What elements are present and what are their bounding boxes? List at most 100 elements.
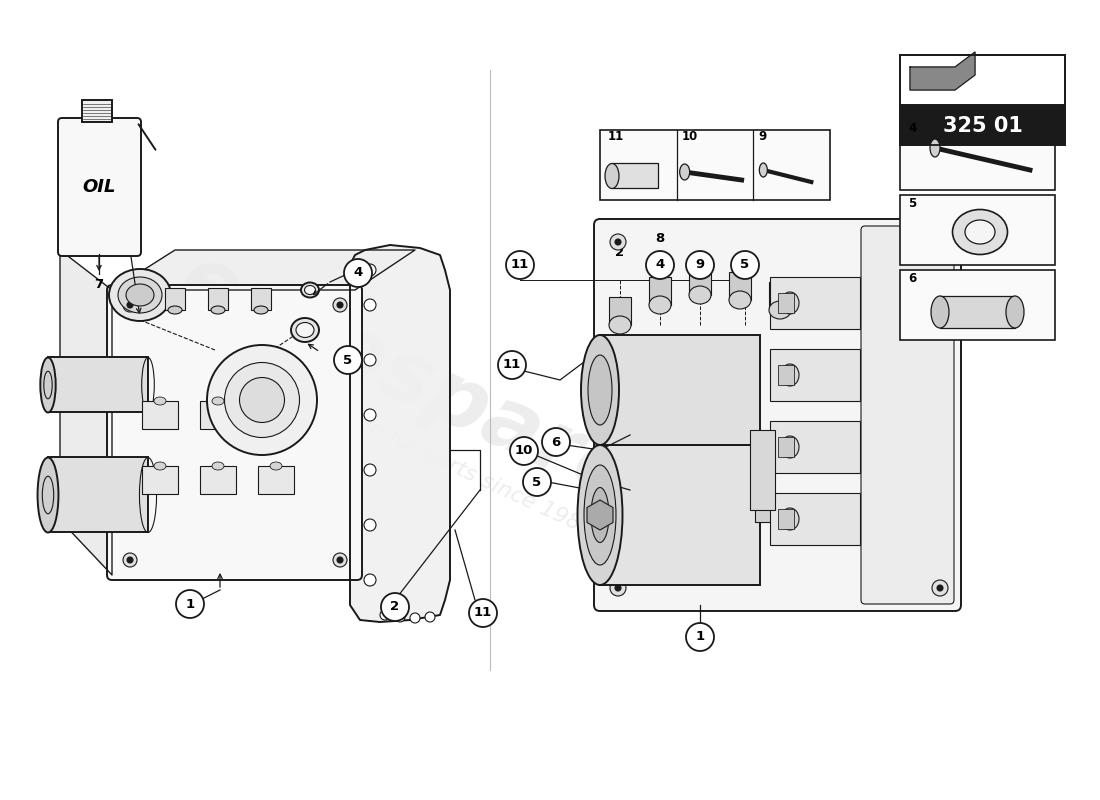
Bar: [142, 401, 178, 429]
Text: 10: 10: [515, 445, 534, 458]
Bar: [258, 401, 294, 429]
Bar: [769, 282, 791, 310]
Circle shape: [334, 346, 362, 374]
Bar: [600, 130, 830, 200]
Bar: [649, 277, 671, 305]
Bar: [612, 163, 658, 188]
Text: 3: 3: [116, 215, 124, 229]
Bar: [900, 55, 1065, 105]
Ellipse shape: [781, 292, 799, 314]
Bar: [770, 277, 860, 329]
Ellipse shape: [581, 335, 619, 445]
Bar: [900, 55, 1065, 145]
Circle shape: [126, 557, 133, 563]
Text: 325 01: 325 01: [943, 116, 1022, 136]
Ellipse shape: [41, 358, 56, 413]
Ellipse shape: [109, 269, 170, 321]
Circle shape: [364, 464, 376, 476]
Text: 1: 1: [695, 630, 705, 643]
Circle shape: [542, 428, 570, 456]
Ellipse shape: [168, 306, 182, 314]
Bar: [200, 401, 236, 429]
Circle shape: [425, 612, 435, 622]
Circle shape: [123, 553, 138, 567]
Circle shape: [364, 574, 376, 586]
Bar: [900, 105, 1065, 145]
Text: 11: 11: [510, 258, 529, 271]
Bar: [48, 357, 148, 412]
Bar: [609, 297, 631, 325]
Circle shape: [610, 580, 626, 596]
Ellipse shape: [649, 296, 671, 314]
Text: 6: 6: [551, 435, 561, 449]
Text: 7: 7: [95, 278, 103, 290]
FancyBboxPatch shape: [58, 118, 141, 256]
Bar: [200, 466, 236, 494]
Ellipse shape: [578, 445, 623, 585]
Text: OIL: OIL: [82, 178, 116, 196]
Circle shape: [510, 437, 538, 465]
Text: 4: 4: [353, 266, 363, 279]
Text: 5: 5: [532, 475, 541, 489]
Ellipse shape: [292, 318, 319, 342]
Circle shape: [126, 302, 133, 308]
Ellipse shape: [154, 397, 166, 405]
Ellipse shape: [212, 397, 224, 405]
Ellipse shape: [1006, 296, 1024, 328]
FancyBboxPatch shape: [861, 226, 954, 604]
Ellipse shape: [759, 163, 768, 177]
Text: 2: 2: [615, 246, 625, 258]
Bar: [940, 296, 1015, 328]
Circle shape: [937, 585, 943, 591]
Text: 9: 9: [758, 130, 767, 143]
Bar: [142, 466, 178, 494]
Bar: [258, 466, 294, 494]
Ellipse shape: [584, 465, 616, 565]
Circle shape: [344, 259, 372, 287]
Circle shape: [498, 351, 526, 379]
Bar: [778, 365, 794, 385]
Ellipse shape: [212, 462, 224, 470]
Text: 11: 11: [503, 358, 521, 371]
Text: 5: 5: [343, 354, 353, 366]
Ellipse shape: [680, 164, 690, 180]
Bar: [900, 195, 1055, 265]
Ellipse shape: [118, 277, 162, 313]
Ellipse shape: [240, 378, 285, 422]
Bar: [208, 288, 228, 310]
Bar: [770, 349, 860, 401]
Polygon shape: [910, 52, 975, 90]
Ellipse shape: [689, 286, 711, 304]
Polygon shape: [60, 250, 112, 575]
Text: 11: 11: [474, 606, 492, 619]
Circle shape: [333, 553, 346, 567]
FancyBboxPatch shape: [107, 285, 362, 580]
Ellipse shape: [305, 286, 316, 294]
FancyArrowPatch shape: [139, 124, 155, 150]
Ellipse shape: [931, 296, 949, 328]
Bar: [750, 430, 776, 510]
Text: 10: 10: [682, 130, 697, 143]
Circle shape: [337, 302, 343, 308]
Text: 2: 2: [390, 601, 399, 614]
Circle shape: [410, 613, 420, 623]
Ellipse shape: [37, 458, 58, 533]
Circle shape: [732, 251, 759, 279]
Ellipse shape: [781, 508, 799, 530]
FancyBboxPatch shape: [594, 219, 961, 611]
Circle shape: [615, 239, 622, 245]
Bar: [778, 293, 794, 313]
Ellipse shape: [270, 397, 282, 405]
Polygon shape: [112, 250, 415, 290]
Circle shape: [364, 519, 376, 531]
Ellipse shape: [609, 316, 631, 334]
Bar: [82, 100, 112, 122]
Ellipse shape: [781, 364, 799, 386]
Circle shape: [937, 239, 943, 245]
Circle shape: [932, 580, 948, 596]
Bar: [900, 120, 1055, 190]
Text: 6: 6: [908, 272, 916, 285]
Circle shape: [364, 264, 376, 276]
Circle shape: [469, 599, 497, 627]
Bar: [48, 457, 148, 532]
